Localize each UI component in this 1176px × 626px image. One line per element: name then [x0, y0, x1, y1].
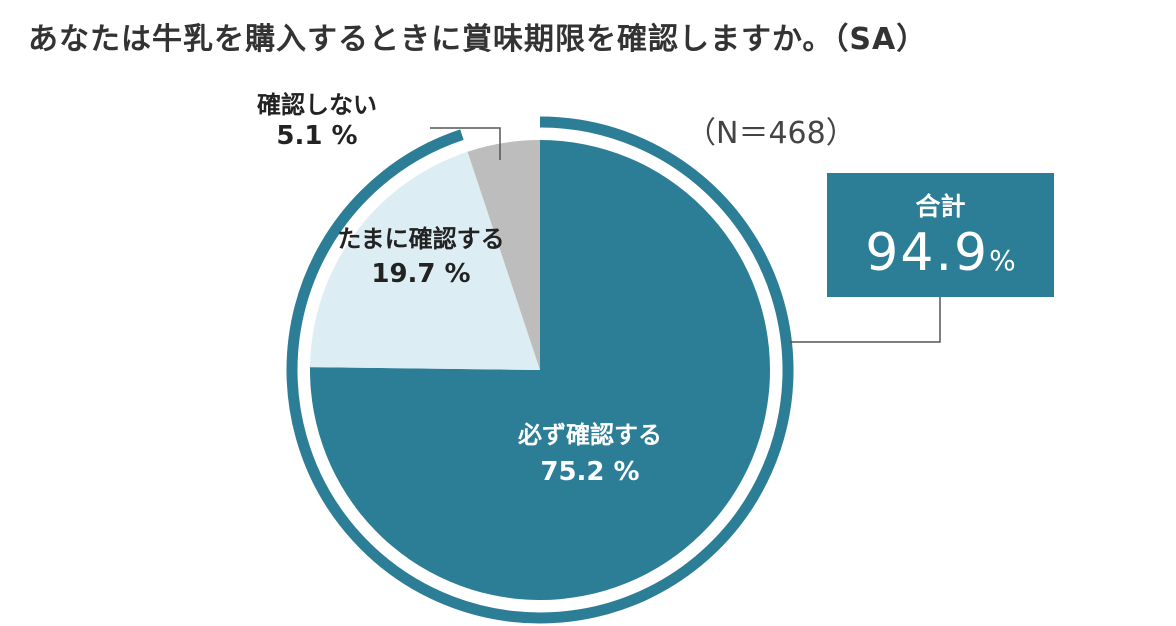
- slice-label-sometimes-check: たまに確認する 19.7 %: [336, 224, 506, 291]
- slice-sometimes-value: 19.7 %: [371, 259, 471, 289]
- slice-no-check-value: 5.1 %: [276, 121, 358, 151]
- total-unit: %: [989, 244, 1016, 277]
- chart-title: あなたは牛乳を購入するときに賞味期限を確認しますか。（SA）: [28, 22, 928, 57]
- slice-label-always-check: 必ず確認する 75.2 %: [480, 420, 700, 489]
- leader-line-no: [430, 127, 501, 160]
- slice-no-check-name: 確認しない: [257, 91, 377, 119]
- slice-always-name: 必ず確認する: [518, 421, 662, 449]
- slice-always-value: 75.2 %: [540, 457, 640, 487]
- total-value: 94.9: [865, 223, 990, 283]
- leader-line-total: [790, 297, 941, 343]
- total-box: 合計 94.9%: [827, 173, 1054, 297]
- slice-label-no-check: 確認しない 5.1 %: [232, 90, 402, 153]
- pie-slice-no-check: [467, 140, 540, 370]
- pie-slice-sometimes-check: [310, 151, 540, 370]
- total-ring-arc: [286, 116, 794, 624]
- total-label: 合計: [915, 192, 966, 221]
- slice-sometimes-name: たまに確認する: [337, 225, 505, 253]
- total-value-wrap: 94.9%: [827, 223, 1054, 283]
- sample-size-label: （N＝468）: [686, 116, 856, 151]
